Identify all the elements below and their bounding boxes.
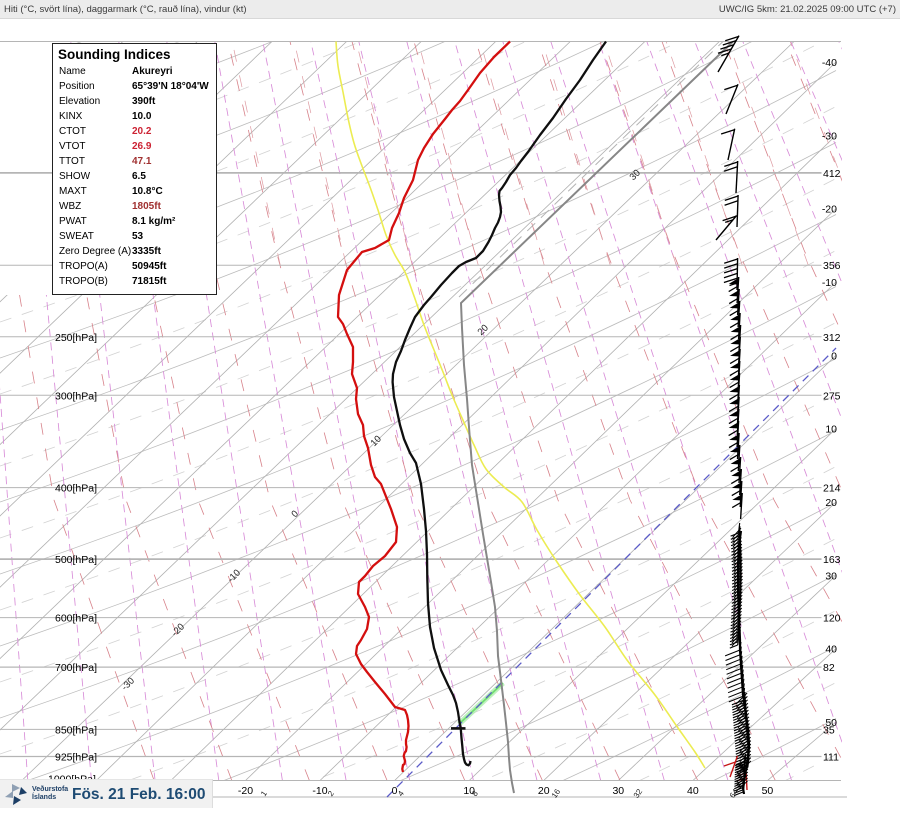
svg-text:20: 20 [476,323,491,338]
svg-text:163: 163 [823,554,841,566]
svg-text:-20: -20 [822,204,837,216]
svg-text:0: 0 [831,350,837,362]
svg-text:0: 0 [392,785,398,797]
svg-text:600[hPa]: 600[hPa] [55,613,97,625]
svg-text:2: 2 [326,789,336,798]
svg-text:500[hPa]: 500[hPa] [55,554,97,566]
svg-text:8: 8 [470,789,480,798]
svg-text:111: 111 [823,751,839,763]
svg-text:-10: -10 [312,785,327,797]
svg-text:300[hPa]: 300[hPa] [55,390,97,402]
svg-text:0: 0 [289,508,301,520]
svg-text:312: 312 [823,332,841,344]
svg-text:35: 35 [823,724,835,736]
svg-text:20: 20 [538,785,550,797]
svg-text:32: 32 [632,787,645,800]
svg-text:925[hPa]: 925[hPa] [55,751,97,763]
svg-text:82: 82 [823,662,835,674]
svg-text:20: 20 [825,497,837,509]
svg-text:10: 10 [463,785,475,797]
svg-text:700[hPa]: 700[hPa] [55,662,97,674]
svg-text:120: 120 [823,613,841,625]
svg-text:40: 40 [825,644,837,656]
svg-text:-40: -40 [822,57,837,69]
svg-text:16: 16 [550,787,563,800]
svg-text:-10: -10 [822,277,837,289]
svg-text:30: 30 [612,785,624,797]
svg-text:1: 1 [259,789,269,798]
svg-text:356: 356 [823,260,841,272]
svg-text:-30: -30 [822,130,837,142]
svg-text:50: 50 [825,717,837,729]
svg-text:250[hPa]: 250[hPa] [55,332,97,344]
svg-text:-30: -30 [119,675,136,692]
svg-text:412: 412 [823,168,841,180]
svg-text:-10: -10 [225,567,242,584]
svg-text:214: 214 [823,483,841,495]
svg-text:50: 50 [762,785,774,797]
svg-text:4: 4 [396,789,406,798]
svg-text:40: 40 [687,785,699,797]
svg-text:30: 30 [825,570,837,582]
svg-text:400[hPa]: 400[hPa] [55,483,97,495]
svg-text:30: 30 [628,168,643,183]
svg-text:10: 10 [825,424,837,436]
svg-text:275: 275 [823,390,841,402]
svg-text:850[hPa]: 850[hPa] [55,724,97,736]
svg-text:-20: -20 [238,785,253,797]
